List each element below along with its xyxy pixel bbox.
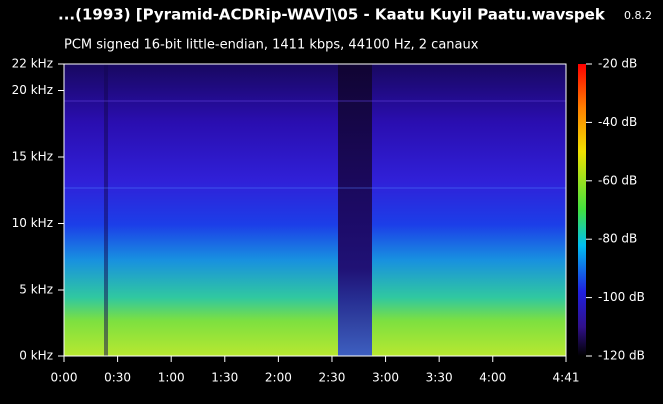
app-version: 0.8.2 (624, 9, 652, 22)
time-label: 3:00 (372, 371, 399, 385)
axes: 22 kHz 20 kHz 15 kHz 10 kHz 5 kHz 0 kHz 0:00 0:… (12, 57, 645, 385)
level-label: -80 dB (598, 232, 637, 246)
time-label: 3:30 (426, 371, 453, 385)
level-label: -40 dB (598, 115, 637, 129)
level-label: -60 dB (598, 173, 637, 187)
stream-info: PCM signed 16-bit little-endian, 1411 kb… (64, 38, 479, 53)
time-label: 0:30 (104, 371, 131, 385)
app-name: spek (565, 6, 606, 24)
frequency-label: 15 kHz (12, 150, 53, 164)
time-label: 1:00 (158, 371, 185, 385)
time-label: 1:30 (211, 371, 238, 385)
plot-frame (63, 63, 567, 357)
time-label: 2:30 (318, 371, 345, 385)
frequency-label: 10 kHz (12, 216, 53, 230)
level-label: -100 dB (598, 290, 645, 304)
spectrogram-streak (104, 64, 108, 356)
frequency-label: 5 kHz (19, 283, 53, 297)
time-label: 4:41 (553, 371, 580, 385)
frequency-label: 20 kHz (12, 83, 53, 97)
time-label: 4:00 (479, 371, 506, 385)
time-label: 2:00 (265, 371, 292, 385)
frequency-label: 22 kHz (12, 57, 53, 71)
spectrogram-quiet-band (338, 64, 372, 356)
file-title: ...(1993) [Pyramid-ACDRip-WAV]\05 - Kaat… (58, 6, 566, 24)
spectrogram (64, 64, 566, 356)
frequency-label: 0 kHz (19, 349, 53, 363)
level-label: -120 dB (598, 349, 645, 363)
time-label: 0:00 (51, 371, 78, 385)
level-label: -20 dB (598, 57, 637, 71)
level-colorbar (578, 64, 586, 356)
